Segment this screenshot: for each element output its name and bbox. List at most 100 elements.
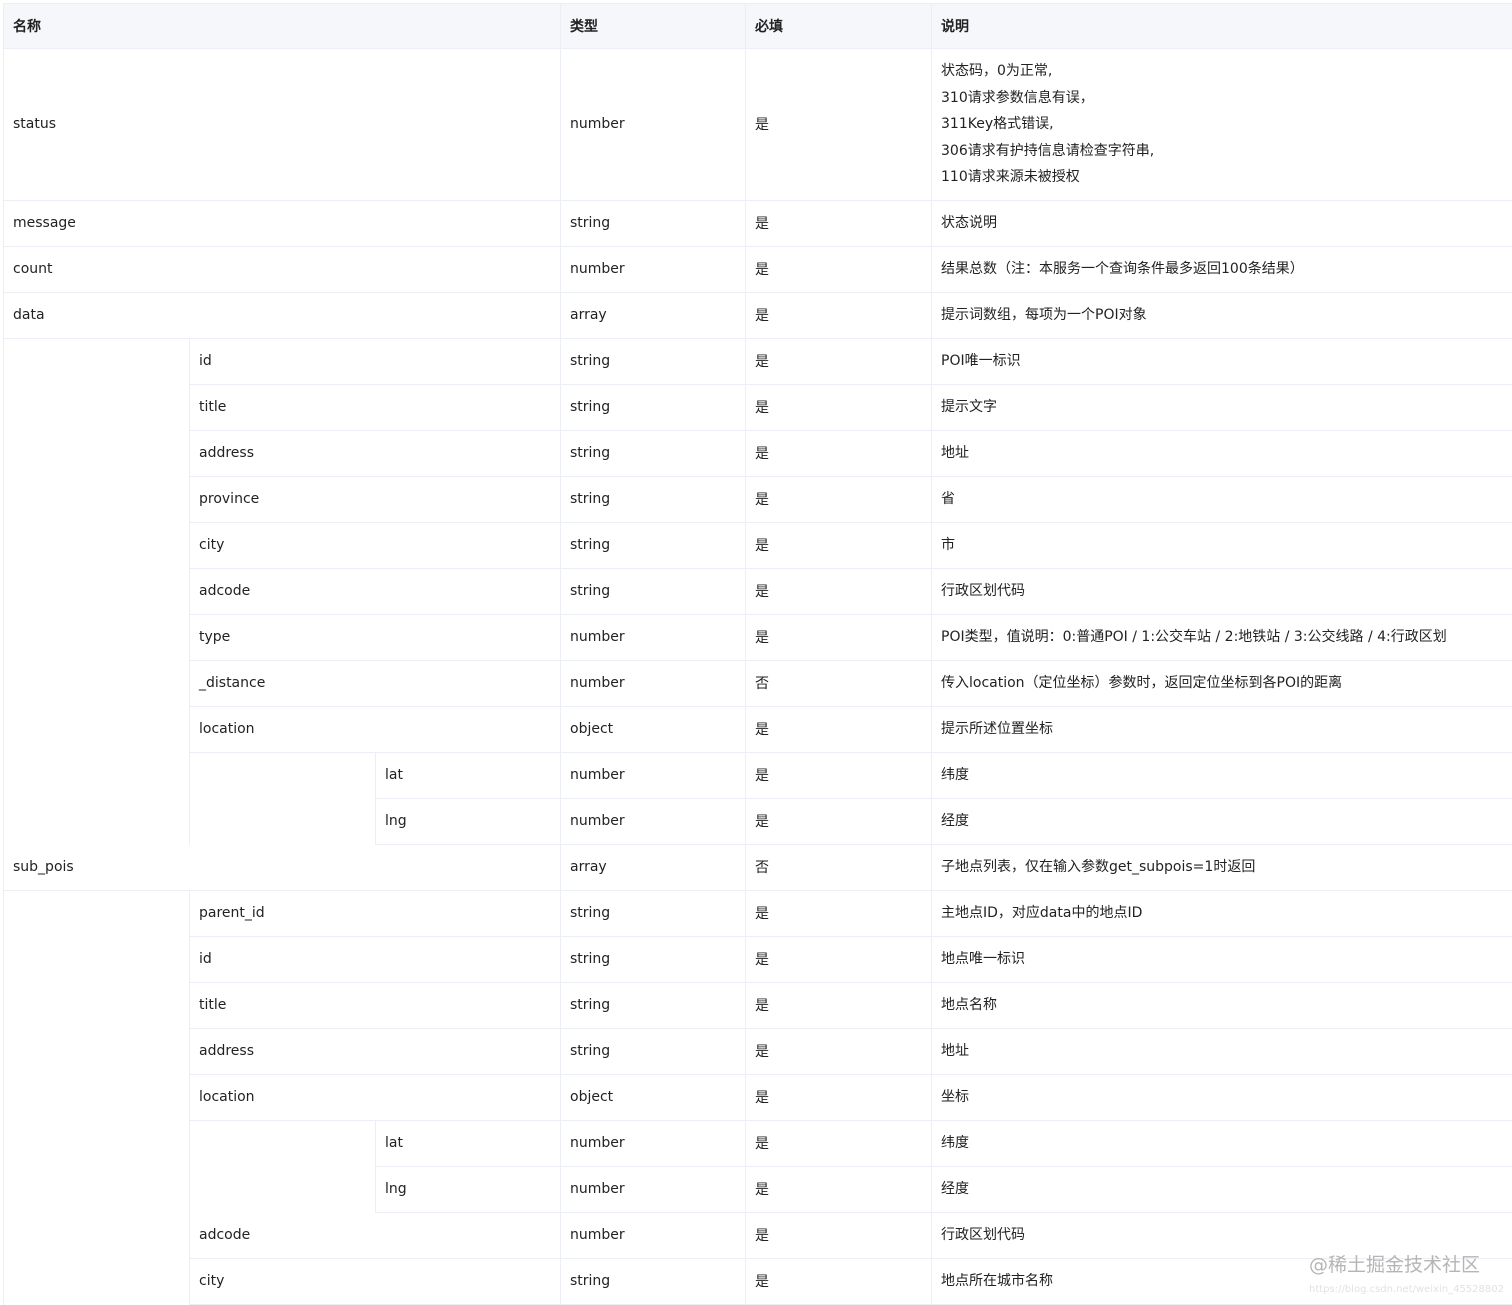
field-required: 是: [746, 1028, 932, 1075]
field-description: 地点唯一标识: [932, 937, 1512, 983]
table-row: title string 是地点名称: [4, 982, 1512, 1029]
table-row: data array 是提示词数组，每项为一个POI对象: [4, 292, 1512, 339]
field-type: string: [561, 982, 746, 1029]
field-description: POI唯一标识: [932, 339, 1512, 385]
field-name: lng: [376, 1166, 561, 1213]
field-type: string: [561, 1028, 746, 1075]
table-row: address string 是地址: [4, 1028, 1512, 1075]
field-name: message: [4, 200, 561, 247]
table-row: id string 是地点唯一标识: [4, 936, 1512, 983]
field-type: string: [561, 1258, 746, 1305]
table-row: id string 是 POI唯一标识: [4, 338, 1512, 385]
indent-spacer: [4, 798, 190, 845]
indent-spacer: [4, 568, 190, 615]
indent-spacer: [4, 982, 190, 1029]
indent-spacer: [4, 660, 190, 707]
field-description: 地址: [932, 431, 1512, 477]
field-required: 是: [746, 1258, 932, 1305]
field-name: _distance: [190, 660, 561, 707]
field-type: number: [561, 614, 746, 661]
field-description: 经度: [932, 1167, 1512, 1213]
description-line: 地址: [941, 1042, 969, 1059]
description-line: 提示文字: [941, 398, 997, 415]
header-type: 类型: [561, 4, 746, 49]
field-required: 是: [746, 1166, 932, 1213]
table-row: city string 是地点所在城市名称: [4, 1258, 1512, 1305]
field-name: address: [190, 1028, 561, 1075]
indent-spacer: [4, 1258, 190, 1305]
field-description: 主地点ID，对应data中的地点ID: [932, 891, 1512, 937]
header-description: 说明: [932, 4, 1512, 49]
field-type: string: [561, 430, 746, 477]
indent-spacer: [4, 752, 190, 799]
field-type: string: [561, 384, 746, 431]
table-row: _distance number 否传入location（定位坐标）参数时，返回定位…: [4, 660, 1512, 707]
field-description: POI类型，值说明：0:普通POI / 1:公交车站 / 2:地铁站 / 3:公…: [932, 615, 1512, 661]
table-row: status number 是状态码，0为正常, 310请求参数信息有误， 311Key…: [4, 49, 1512, 201]
field-name: lat: [376, 752, 561, 799]
field-description: 地址: [932, 1029, 1512, 1075]
table-body: status number 是状态码，0为正常, 310请求参数信息有误， 311Key…: [4, 49, 1512, 1305]
field-name: id: [190, 338, 561, 385]
description-line: 主地点ID，对应data中的地点ID: [941, 904, 1143, 921]
field-type: array: [561, 292, 746, 339]
description-line: 地点唯一标识: [941, 950, 1025, 967]
description-line: 纬度: [941, 1134, 969, 1151]
field-type: string: [561, 200, 746, 247]
table-row: title string 是提示文字: [4, 384, 1512, 431]
table-row: lat number 是纬度: [4, 1120, 1512, 1167]
table-row: lat number 是纬度: [4, 752, 1512, 799]
indent-spacer: [4, 614, 190, 661]
field-required: 是: [746, 522, 932, 569]
field-type: string: [561, 338, 746, 385]
header-required: 必填: [746, 4, 932, 49]
field-type: object: [561, 706, 746, 753]
field-name: status: [4, 49, 561, 201]
field-required: 是: [746, 798, 932, 845]
description-line: 结果总数（注：本服务一个查询条件最多返回100条结果）: [941, 260, 1304, 277]
table-header: 名称 类型 必填 说明: [4, 4, 1512, 49]
response-fields-table: 名称 类型 必填 说明 status number 是状态码，0为正常, 310请求参…: [3, 3, 1512, 1305]
table-row: adcode number 是行政区划代码: [4, 1212, 1512, 1259]
field-type: number: [561, 660, 746, 707]
description-line: 地点所在城市名称: [941, 1272, 1053, 1289]
field-description: 行政区划代码: [932, 569, 1512, 615]
table-row: city string 是市: [4, 522, 1512, 569]
field-type: string: [561, 890, 746, 937]
field-name: id: [190, 936, 561, 983]
table-row: location object 是坐标: [4, 1074, 1512, 1121]
description-line: 306请求有护持信息请检查字符串,: [941, 142, 1155, 159]
field-description: 传入location（定位坐标）参数时，返回定位坐标到各POI的距离: [932, 661, 1512, 707]
field-name: city: [190, 522, 561, 569]
indent-spacer: [4, 476, 190, 523]
description-line: 经度: [941, 812, 969, 829]
field-description: 状态码，0为正常, 310请求参数信息有误， 311Key格式错误, 306请求有护持…: [932, 49, 1512, 201]
indent-spacer: [190, 752, 376, 799]
description-line: 311Key格式错误,: [941, 116, 1054, 132]
field-type: number: [561, 49, 746, 201]
field-name: count: [4, 246, 561, 293]
table-row: sub_pois array 否子地点列表，仅在输入参数get_subpois=1时…: [4, 844, 1512, 891]
table-row: lng number 是经度: [4, 1166, 1512, 1213]
indent-spacer: [4, 890, 190, 937]
field-type: number: [561, 798, 746, 845]
description-line: 状态码，0为正常,: [941, 63, 1053, 79]
field-description: 子地点列表，仅在输入参数get_subpois=1时返回: [932, 845, 1512, 891]
indent-spacer: [4, 384, 190, 431]
field-name: adcode: [190, 1212, 561, 1259]
field-type: string: [561, 568, 746, 615]
field-description: 市: [932, 523, 1512, 569]
watermark-url: https://blog.csdn.net/weixin_45528802: [1308, 1284, 1504, 1295]
indent-spacer: [4, 706, 190, 753]
description-line: 行政区划代码: [941, 1226, 1025, 1243]
description-line: 省: [941, 490, 955, 507]
field-type: string: [561, 522, 746, 569]
field-name: city: [190, 1258, 561, 1305]
description-line: 地点名称: [941, 996, 997, 1013]
table-row: province string 是省: [4, 476, 1512, 523]
indent-spacer: [4, 338, 190, 385]
field-description: 行政区划代码: [932, 1213, 1512, 1259]
indent-spacer: [190, 1166, 376, 1213]
field-description: 结果总数（注：本服务一个查询条件最多返回100条结果）: [932, 247, 1512, 293]
description-line: 提示所述位置坐标: [941, 720, 1053, 737]
